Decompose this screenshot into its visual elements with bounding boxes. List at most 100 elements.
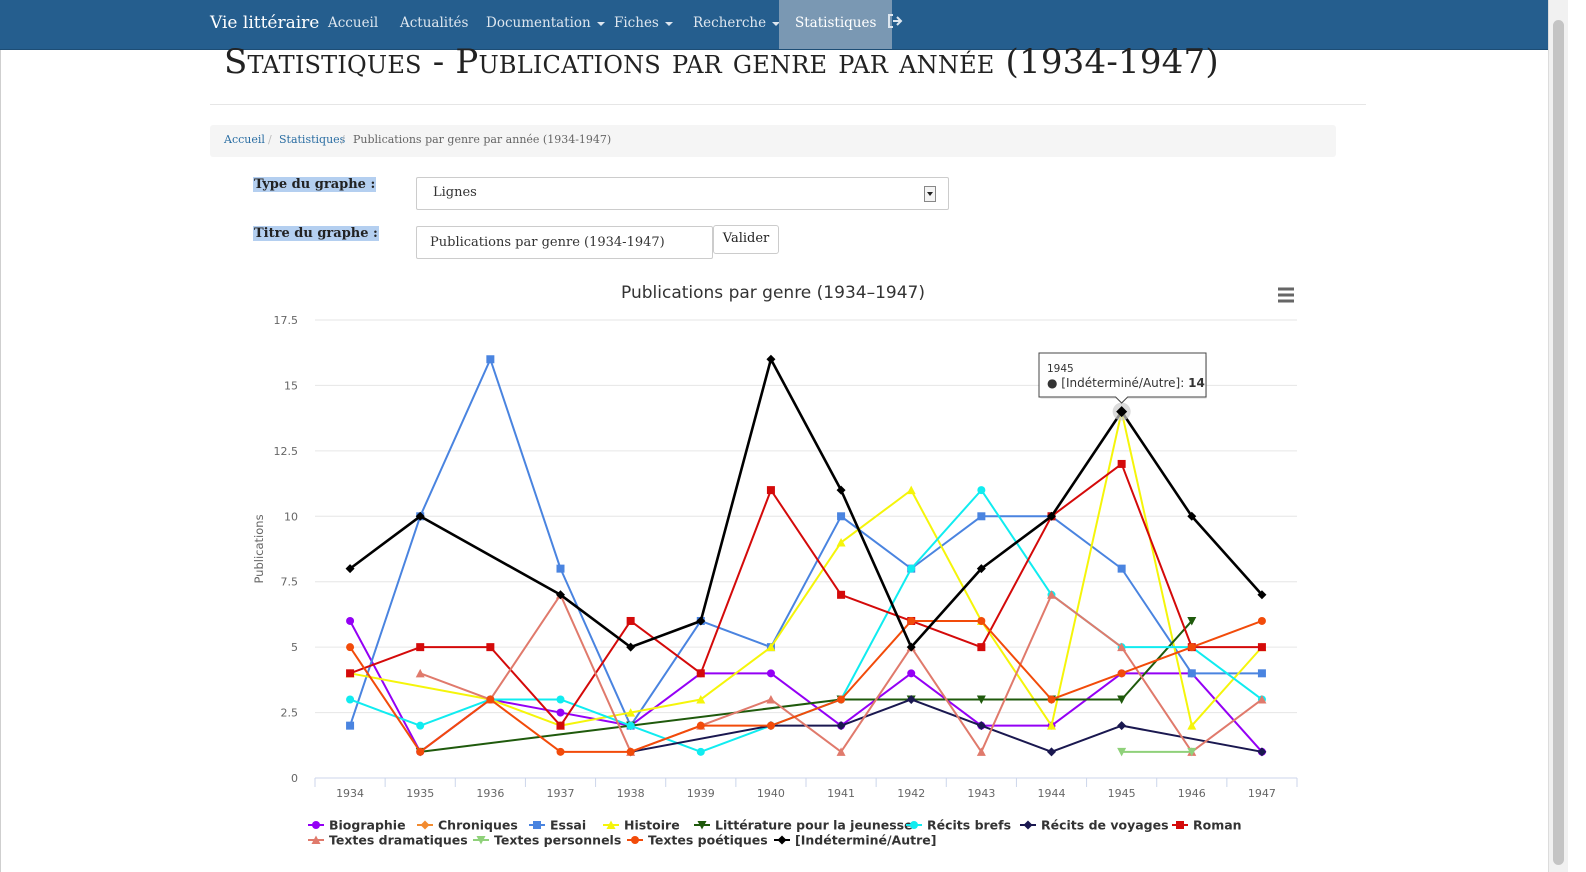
data-point-biographie xyxy=(346,616,355,625)
legend-swatch-marker xyxy=(311,835,321,844)
nav-recherche-dropdown[interactable]: Recherche xyxy=(693,0,781,49)
x-tick-label: 1940 xyxy=(757,787,785,800)
x-tick-label: 1945 xyxy=(1108,787,1136,800)
nav-recherche-label: Recherche xyxy=(693,15,767,31)
breadcrumb-home[interactable]: Accueil xyxy=(224,133,265,146)
series-line-litterature-pour-la-jeunesse xyxy=(420,620,1193,753)
x-tick-label: 1935 xyxy=(406,787,434,800)
data-point-recits-brefs xyxy=(346,695,355,704)
data-point-textes-dramatiques xyxy=(836,747,846,756)
chart-title: Publications par genre (1934–1947) xyxy=(621,283,925,303)
data-point-histoire xyxy=(836,537,846,547)
graph-title-label: Titre du graphe : xyxy=(253,226,379,241)
legend-swatch-marker xyxy=(910,821,918,829)
data-point-textes-poetiques xyxy=(696,721,705,730)
caret-down-icon xyxy=(772,21,781,26)
data-point-indetermine-autre xyxy=(766,354,776,364)
caret-down-icon xyxy=(596,21,605,26)
data-point-recits-brefs xyxy=(977,486,986,495)
data-point-textes-poetiques xyxy=(1047,695,1056,704)
legend-label: Littérature pour la jeunesse xyxy=(715,818,913,833)
data-point-textes-poetiques xyxy=(556,747,565,756)
y-tick-label: 7.5 xyxy=(281,576,299,589)
data-point-roman xyxy=(346,669,355,678)
legend-label: [Indéterminé/Autre] xyxy=(795,833,936,848)
data-point-histoire xyxy=(766,642,776,652)
nav-documentation-dropdown[interactable]: Documentation xyxy=(486,0,605,49)
data-point-textes-dramatiques xyxy=(976,747,986,756)
data-point-indetermine-autre xyxy=(906,642,916,652)
data-point-essai xyxy=(837,512,846,521)
data-point-textes-dramatiques xyxy=(766,694,776,704)
breadcrumb-current: Publications par genre par année (1934-1… xyxy=(353,133,612,146)
data-point-roman xyxy=(626,616,635,625)
legend-swatch-marker xyxy=(420,820,430,830)
legend-swatch-marker xyxy=(1176,821,1184,829)
data-point-indetermine-autre xyxy=(1257,590,1267,600)
data-point-textes-poetiques xyxy=(626,747,635,756)
scrollbar-thumb[interactable] xyxy=(1553,20,1564,865)
legend-swatch-marker xyxy=(312,821,320,829)
data-point-textes-personnels xyxy=(1117,747,1127,757)
y-tick-label: 2.5 xyxy=(281,707,299,720)
series-line-indetermine-autre xyxy=(349,357,1263,649)
breadcrumb-separator: / xyxy=(268,133,272,146)
legend-swatch-marker xyxy=(631,836,639,844)
data-point-indetermine-autre xyxy=(415,511,425,521)
graph-title-input[interactable] xyxy=(416,226,713,259)
nav-accueil[interactable]: Accueil xyxy=(328,0,378,49)
series-line-textes-poetiques xyxy=(349,619,1263,753)
data-point-roman xyxy=(696,669,705,678)
data-point-biographie xyxy=(766,669,775,678)
x-tick-label: 1942 xyxy=(897,787,925,800)
data-point-litterature-pour-la-jeunesse xyxy=(1187,616,1197,626)
brand-link[interactable]: Vie littéraire xyxy=(210,13,320,33)
graph-type-select[interactable]: Lignes xyxy=(416,177,949,210)
navbar: Vie littéraire Accueil Actualités Docume… xyxy=(0,0,1548,50)
y-tick-label: 15 xyxy=(284,379,298,392)
data-point-textes-poetiques xyxy=(1257,616,1266,625)
nav-actualites[interactable]: Actualités xyxy=(400,0,468,49)
chart: Publications par genre (1934–1947) 0 2.5 5 7… xyxy=(252,283,1298,848)
data-point-biographie xyxy=(907,669,916,678)
submit-button[interactable]: Valider xyxy=(713,225,779,254)
nav-fiches-dropdown[interactable]: Fiches xyxy=(614,0,673,49)
data-point-litterature-pour-la-jeunesse xyxy=(976,695,986,704)
scrollbar[interactable] xyxy=(1548,0,1569,872)
chart-menu-icon[interactable] xyxy=(1278,287,1294,303)
legend-label: Récits brefs xyxy=(927,818,1011,833)
tooltip-category: 1945 xyxy=(1047,363,1074,375)
data-point-textes-poetiques xyxy=(837,695,846,704)
data-point-textes-poetiques xyxy=(907,616,916,625)
nav-statistiques[interactable]: Statistiques xyxy=(779,0,893,49)
series-line-essai xyxy=(349,358,1262,727)
data-point-textes-poetiques xyxy=(346,643,355,652)
legend-swatch-marker xyxy=(697,821,707,830)
data-point-essai xyxy=(346,721,355,730)
data-point-essai xyxy=(556,564,565,573)
window-edge xyxy=(1568,0,1586,872)
graph-type-label: Type du graphe : xyxy=(253,177,377,192)
data-point-recits-de-voyages xyxy=(976,721,986,731)
data-point-recits-de-voyages xyxy=(1117,721,1127,731)
tooltip-box xyxy=(1038,352,1207,404)
x-tick-label: 1943 xyxy=(967,787,995,800)
breadcrumb-section[interactable]: Statistiques xyxy=(279,133,346,146)
select-arrow-icon xyxy=(924,186,936,202)
tooltip-value: ● [Indéterminé/Autre]: 14 xyxy=(1047,376,1205,390)
x-tick-label: 1934 xyxy=(336,787,364,800)
data-point-indetermine-autre xyxy=(696,616,706,626)
data-point-textes-dramatiques xyxy=(1117,642,1127,652)
data-point-roman xyxy=(486,643,495,652)
data-point-indetermine-autre xyxy=(836,485,846,495)
breadcrumb-separator: / xyxy=(341,133,345,146)
data-point-recits-de-voyages xyxy=(1257,747,1267,757)
legend-swatch-marker xyxy=(777,835,787,845)
data-point-roman xyxy=(837,590,846,599)
data-point-textes-dramatiques xyxy=(415,668,425,678)
nav-documentation-label: Documentation xyxy=(486,15,591,31)
data-point-roman xyxy=(1117,459,1126,468)
logout-button[interactable] xyxy=(887,13,903,33)
data-point-recits-de-voyages xyxy=(836,721,846,731)
data-point-histoire xyxy=(906,485,916,495)
